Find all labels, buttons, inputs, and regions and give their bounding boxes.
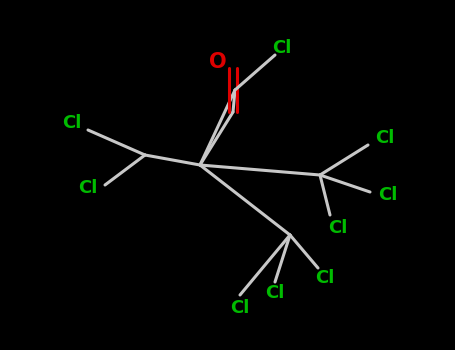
Text: Cl: Cl: [78, 179, 98, 197]
Text: Cl: Cl: [272, 39, 292, 57]
Text: O: O: [209, 52, 227, 72]
Text: Cl: Cl: [230, 299, 250, 317]
Text: Cl: Cl: [62, 114, 82, 132]
Text: Cl: Cl: [265, 284, 285, 302]
Text: Cl: Cl: [329, 219, 348, 237]
Text: Cl: Cl: [315, 269, 335, 287]
Text: Cl: Cl: [375, 129, 394, 147]
Text: Cl: Cl: [378, 186, 398, 204]
